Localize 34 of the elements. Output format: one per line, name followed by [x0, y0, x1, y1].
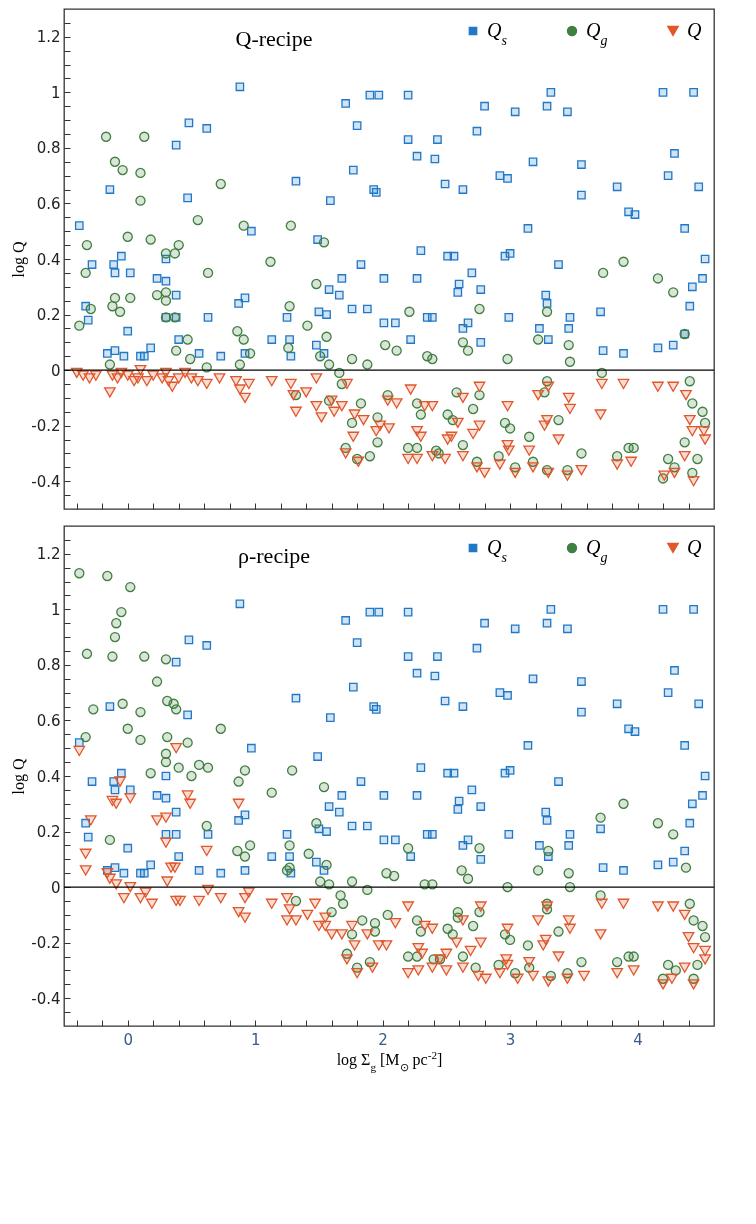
- legend-label: Q: [687, 536, 702, 558]
- y-tick-label: 1.2: [36, 545, 61, 564]
- x-tick-label: 4: [633, 1030, 643, 1049]
- y-tick-label: 1: [50, 600, 61, 619]
- y-tick-label: 0.6: [36, 711, 61, 730]
- x-tick-label: 2: [378, 1030, 388, 1049]
- legend-label: Q$_{g}$: [586, 19, 608, 48]
- x-axis-title: log Σ$_{g}$ [M$_{⊙}$ pc$^{-2}$]: [336, 1048, 443, 1073]
- x-tick-label: 3: [505, 1030, 516, 1049]
- y-tick-label: 0.4: [36, 767, 61, 786]
- legend-label: Q$_{g}$: [586, 536, 608, 565]
- y-tick-label: -0.2: [31, 934, 61, 953]
- y-tick-label: 0.6: [36, 194, 61, 213]
- x-tick-label: 0: [123, 1030, 133, 1049]
- y-tick-label: -0.4: [31, 472, 61, 491]
- y-tick-label: 0.8: [36, 139, 61, 158]
- legend-label: Q$_{s}$: [487, 19, 508, 48]
- text: Q-recipe: [235, 26, 313, 51]
- y-tick-label: 0.8: [36, 656, 61, 675]
- y-axis-title: log Q: [10, 241, 29, 278]
- x-tick-label: 1: [250, 1030, 261, 1049]
- text: ρ-recipe: [237, 543, 311, 568]
- legend-label: Q$_{s}$: [487, 536, 508, 565]
- y-tick-label: -0.4: [31, 989, 61, 1008]
- y-tick-label: 0.2: [36, 306, 61, 325]
- y-tick-label: 0.4: [36, 250, 61, 269]
- y-tick-label: -0.2: [31, 417, 61, 436]
- y-tick-label: 0: [50, 361, 61, 380]
- y-axis-title: log Q: [10, 758, 29, 795]
- y-tick-label: 0: [50, 878, 61, 897]
- y-tick-label: 0.2: [36, 823, 61, 842]
- legend-label: Q: [687, 19, 702, 41]
- y-tick-label: 1: [50, 83, 61, 102]
- y-tick-label: 1.2: [36, 28, 61, 47]
